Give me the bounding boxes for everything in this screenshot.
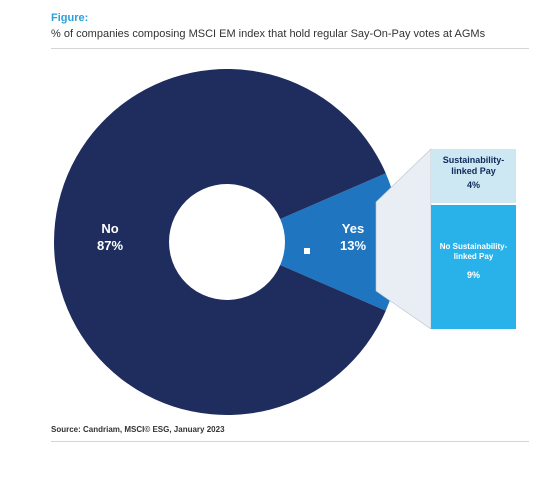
slice-label-no: No 87%	[87, 220, 133, 254]
breakdown-label-sustainability-linked: Sustainability-linked Pay	[442, 155, 505, 176]
breakdown-box-sustainability-linked: Sustainability-linked Pay 4%	[431, 149, 516, 203]
slice-label-yes: Yes 13%	[330, 220, 376, 254]
slice-label-no-value: 87%	[96, 238, 124, 253]
breakdown-label-no-sustainability-linked: No Sustainability-linked Pay	[439, 242, 508, 261]
breakdown-value-no-sustainability-linked: 9%	[466, 270, 480, 280]
chart-title: % of companies composing MSCI EM index t…	[51, 28, 486, 40]
source-note: Source: Candriam, MSCI© ESG, January 202…	[51, 425, 225, 434]
breakdown-value-sustainability-linked: 4%	[466, 180, 480, 190]
slice-label-yes-name: Yes	[341, 221, 365, 236]
slice-yes	[280, 173, 400, 311]
title-divider	[51, 48, 529, 49]
slice-label-no-name: No	[101, 221, 119, 236]
bottom-divider	[51, 441, 529, 442]
breakdown-box-no-sustainability-linked: No Sustainability-linked Pay 9%	[431, 205, 516, 329]
slice-label-yes-value: 13%	[339, 238, 367, 253]
connector-wedge	[375, 148, 432, 330]
slice-no	[53, 68, 386, 415]
marker-square	[304, 248, 310, 254]
figure-label: Figure:	[51, 12, 89, 24]
